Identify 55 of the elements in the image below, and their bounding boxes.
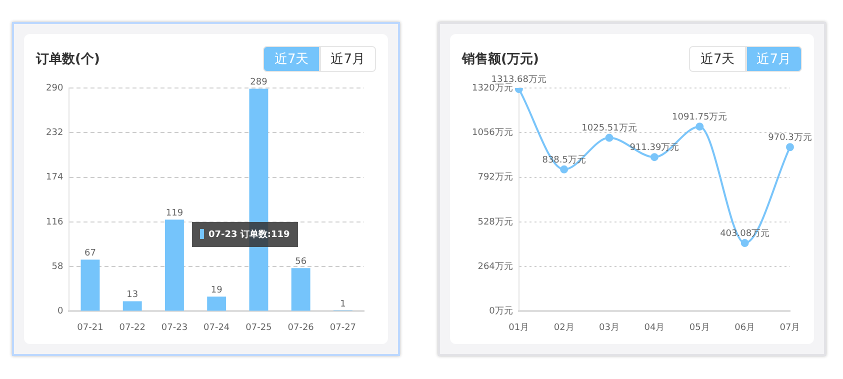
bar <box>122 301 142 311</box>
text: 近7月 <box>746 46 802 72</box>
y-tick-label: 116 <box>46 217 64 228</box>
point <box>740 239 749 248</box>
chart-title: 销售额(万元) <box>462 50 539 68</box>
x-tick-label: 07-24 <box>204 322 230 333</box>
y-tick-label: 264万元 <box>478 260 513 272</box>
annotation: 07-23 订单数:119 <box>208 228 290 241</box>
y-tick-label: 58 <box>52 262 64 272</box>
x-tick-label: 07-27 <box>330 322 356 333</box>
data-label: 1 <box>340 299 346 310</box>
x-tick-label: 06月 <box>734 322 756 333</box>
y-tick-label: 174 <box>46 172 64 183</box>
data-label: 19 <box>210 285 223 296</box>
text: 近7月 <box>320 46 376 72</box>
x-tick-label: 03月 <box>599 322 620 333</box>
y-tick-label: 1320万元 <box>472 82 513 94</box>
bar <box>164 220 184 311</box>
x-tick-label: 07-25 <box>246 322 272 333</box>
data-label: 67 <box>84 248 96 258</box>
y-tick-label: 290 <box>46 83 64 94</box>
x-tick-label: 02月 <box>554 322 574 333</box>
point <box>560 165 568 174</box>
y-tick-label: 232 <box>46 128 64 138</box>
y-tick-label: 1056万元 <box>472 126 513 138</box>
y-tick-label: 0 <box>57 306 64 317</box>
bar <box>207 296 226 311</box>
data-label: 13 <box>126 290 138 300</box>
x-tick-label: 04月 <box>644 322 665 333</box>
y-tick-label: 0万元 <box>489 306 513 317</box>
y-tick-label: 792万元 <box>478 172 513 183</box>
point <box>696 122 704 131</box>
data-label: 119 <box>166 208 184 218</box>
chart-title: 订单数(个) <box>36 51 100 68</box>
data-label: 1313.68万元 <box>491 74 547 85</box>
point <box>650 153 658 162</box>
x-tick-label: 07-21 <box>77 322 104 333</box>
bar <box>291 268 310 311</box>
data-label: 289 <box>250 78 268 88</box>
bar <box>80 260 100 311</box>
y-tick-label: 528万元 <box>478 216 513 228</box>
text: 近7天 <box>263 46 320 72</box>
data-label: 970.3万元 <box>768 132 812 143</box>
x-tick-label: 01月 <box>508 322 530 333</box>
x-tick-label: 07-22 <box>119 322 146 333</box>
x-tick-label: 07-23 <box>161 322 188 333</box>
x-tick-label: 07月 <box>780 322 800 333</box>
point <box>605 134 614 142</box>
data-label: 56 <box>295 256 307 267</box>
data-label: 1025.51万元 <box>582 122 637 134</box>
point <box>786 143 794 152</box>
data-label: 1091.75万元 <box>672 111 728 122</box>
x-tick-label: 07-26 <box>288 322 314 333</box>
text: 近7天 <box>689 46 746 72</box>
x-tick-label: 05月 <box>689 322 710 333</box>
